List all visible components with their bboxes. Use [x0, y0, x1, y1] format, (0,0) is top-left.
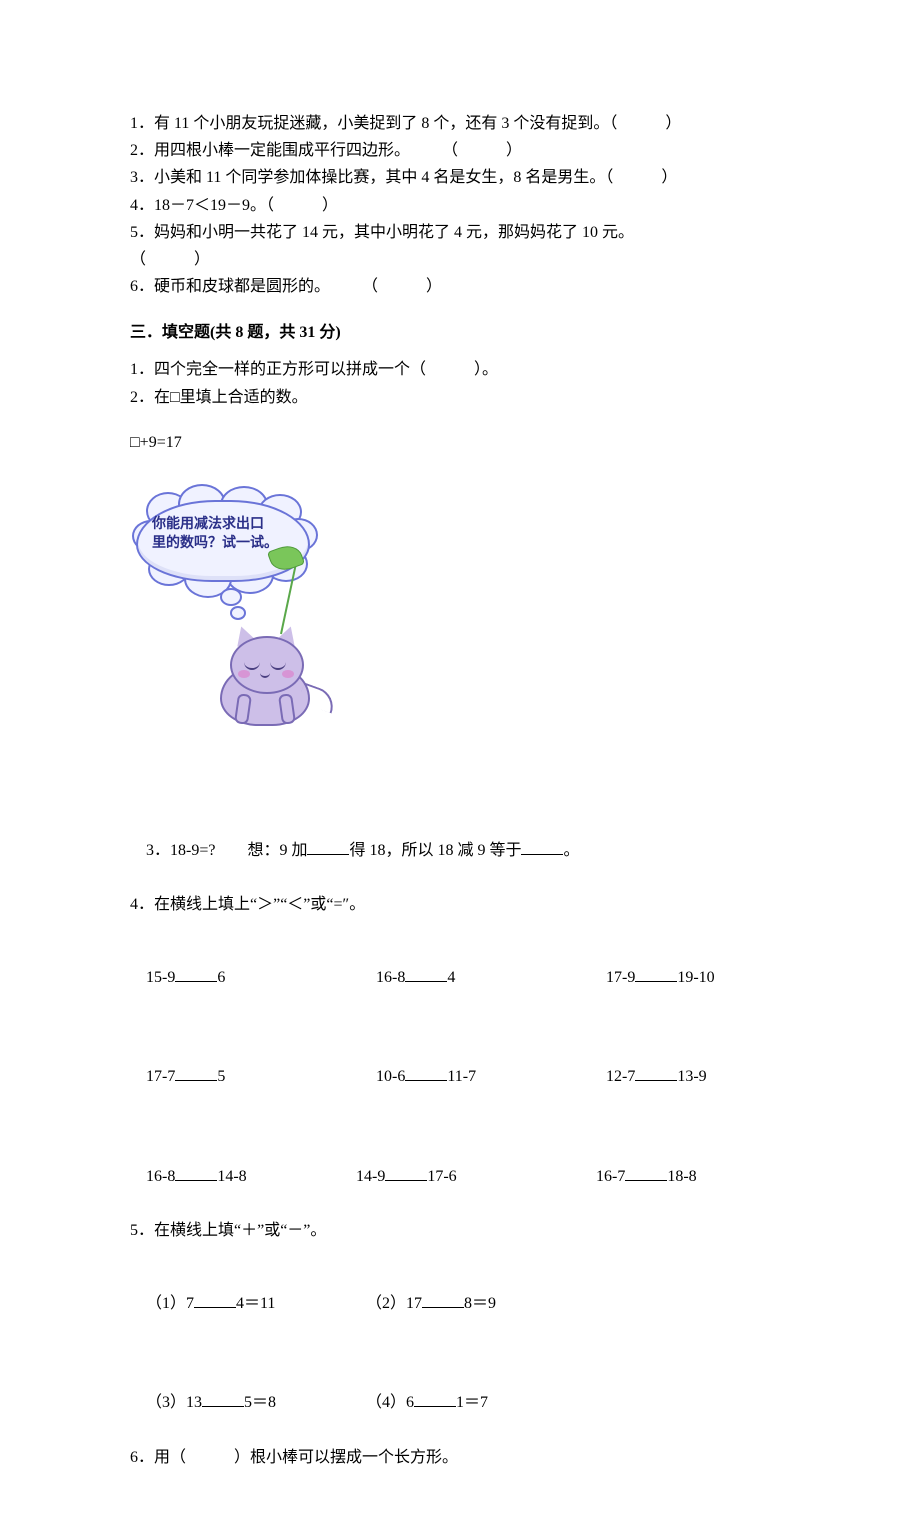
lhs: 17-7: [146, 1068, 175, 1085]
blank: [202, 1390, 244, 1407]
blank: [625, 1164, 667, 1181]
blank: [635, 1064, 677, 1081]
cloud-line2: 里的数吗？试一试。: [152, 534, 278, 550]
cloud-line1: 你能用减法求出口: [152, 515, 264, 531]
cell: 17-9 19-10: [606, 964, 806, 991]
cell: （1）7 4＝11: [146, 1290, 366, 1317]
fill-q2: 2．在□里填上合适的数。: [130, 384, 800, 411]
judge-q2: 2．用四根小棒一定能围成平行四边形。 （ ）: [130, 137, 800, 164]
compare-row1: 15-9 6 16-8 4 17-9 19-10: [130, 937, 800, 1019]
cell: 10-6 11-7: [376, 1063, 606, 1090]
blank: [194, 1291, 236, 1308]
blank: [405, 965, 447, 982]
cloud-text: 你能用减法求出口 里的数吗？试一试。: [152, 514, 302, 552]
judge-q4: 4．18－7＜19－9。（ ）: [130, 192, 800, 219]
section3-title: 三．填空题(共 8 题，共 31 分): [130, 318, 800, 342]
cell: 12-7 13-9: [606, 1063, 806, 1090]
judge-q3: 3．小美和 11 个同学参加体操比赛，其中 4 名是女生，8 名是男生。（ ）: [130, 164, 800, 191]
cell: 16-7 18-8: [596, 1163, 697, 1190]
cell: 15-9 6: [146, 964, 376, 991]
lhs: 17-9: [606, 969, 635, 986]
blank: [422, 1291, 464, 1308]
blank: [635, 965, 677, 982]
blank: [175, 1064, 217, 1081]
cloud-tail-1: [220, 588, 242, 606]
rhs: 6: [217, 969, 225, 986]
judge-q1: 1．有 11 个小朋友玩捉迷藏，小美捉到了 8 个，还有 3 个没有捉到。（ ）: [130, 110, 800, 137]
q3-part-c: 。: [563, 842, 579, 859]
blank: [405, 1064, 447, 1081]
judge-q5a: 5．妈妈和小明一共花了 14 元，其中小明花了 4 元，那妈妈花了 10 元。: [130, 219, 800, 246]
compare-row2: 17-7 5 10-6 11-7 12-7 13-9: [130, 1036, 800, 1118]
blank: [521, 838, 563, 855]
cell: （2）17 8＝9: [366, 1290, 496, 1317]
worksheet-page: 1．有 11 个小朋友玩捉迷藏，小美捉到了 8 个，还有 3 个没有捉到。（ ）…: [0, 0, 920, 1531]
q5-row1: （1）7 4＝11 （2）17 8＝9: [130, 1263, 800, 1345]
cell: （3）13 5＝8: [146, 1389, 366, 1416]
rhs: 17-6: [427, 1168, 456, 1185]
rhs: 4＝11: [236, 1295, 275, 1312]
cell: 16-8 14-8: [146, 1163, 356, 1190]
cloud-tail-2: [230, 606, 246, 620]
cell: 14-9 17-6: [356, 1163, 596, 1190]
lhs: 15-9: [146, 969, 175, 986]
fill-q5: 5．在横线上填“＋”或“－”。: [130, 1217, 800, 1244]
fill-q4: 4．在横线上填上“＞”“＜”或“=″。: [130, 891, 800, 918]
lhs: （3）13: [146, 1394, 202, 1411]
fill-q1: 1．四个完全一样的正方形可以拼成一个（ ）。: [130, 356, 800, 383]
lhs: 16-8: [146, 1168, 175, 1185]
rhs: 5: [217, 1068, 225, 1085]
lhs: （2）17: [366, 1295, 422, 1312]
judge-q6: 6．硬币和皮球都是圆形的。 （ ）: [130, 273, 800, 300]
blank: [414, 1390, 456, 1407]
blank: [175, 1164, 217, 1181]
fill-q2-eq: □+9=17: [130, 429, 800, 456]
blank: [175, 965, 217, 982]
rhs: 11-7: [447, 1068, 476, 1085]
lhs: （4）6: [366, 1394, 414, 1411]
fill-q3: 3．18-9=? 想：9 加 得 18，所以 18 减 9 等于 。: [130, 810, 800, 892]
rhs: 19-10: [677, 969, 714, 986]
cell: 16-8 4: [376, 964, 606, 991]
lhs: 12-7: [606, 1068, 635, 1085]
cell: 17-7 5: [146, 1063, 376, 1090]
judge-q5b: （ ）: [130, 246, 800, 273]
lhs: （1）7: [146, 1295, 194, 1312]
rhs: 8＝9: [464, 1295, 496, 1312]
compare-row3: 16-8 14-8 14-9 17-6 16-7 18-8: [130, 1136, 800, 1218]
rhs: 13-9: [677, 1068, 706, 1085]
q5-row2: （3）13 5＝8 （4）6 1＝7: [130, 1362, 800, 1444]
rhs: 14-8: [217, 1168, 246, 1185]
q3-part-b: 得 18，所以 18 减 9 等于: [349, 842, 521, 859]
rhs: 4: [447, 969, 455, 986]
blank: [385, 1164, 427, 1181]
rhs: 18-8: [667, 1168, 696, 1185]
lhs: 16-8: [376, 969, 405, 986]
cat-icon: [200, 624, 340, 734]
rhs: 5＝8: [244, 1394, 276, 1411]
lhs: 10-6: [376, 1068, 405, 1085]
rhs: 1＝7: [456, 1394, 488, 1411]
hint-illustration: 你能用减法求出口 里的数吗？试一试。: [130, 484, 354, 734]
thought-cloud: 你能用减法求出口 里的数吗？试一试。: [136, 490, 306, 590]
cell: （4）6 1＝7: [366, 1389, 488, 1416]
blank: [307, 838, 349, 855]
fill-q6: 6．用（ ）根小棒可以摆成一个长方形。: [130, 1444, 800, 1471]
lhs: 16-7: [596, 1168, 625, 1185]
lhs: 14-9: [356, 1168, 385, 1185]
q3-part-a: 3．18-9=? 想：9 加: [146, 842, 307, 859]
